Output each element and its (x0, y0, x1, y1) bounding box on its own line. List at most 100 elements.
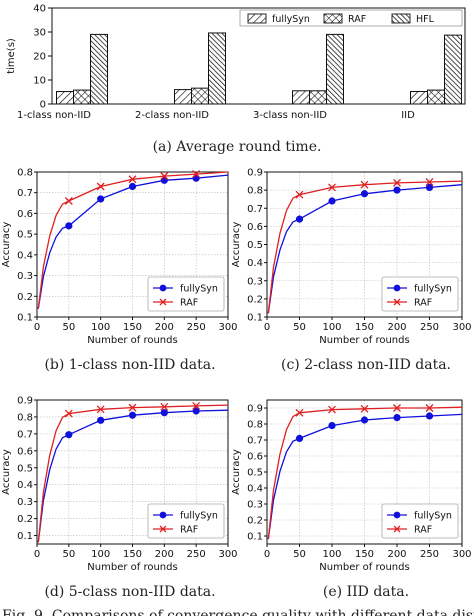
x-axis-label: Number of rounds (87, 562, 177, 573)
y-tick-label: 0.6 (247, 452, 263, 463)
point-fullySyn (192, 407, 200, 415)
legend-label: fullySyn (180, 511, 218, 522)
y-tick-label: 0.7 (17, 188, 33, 199)
point-RAF (160, 402, 169, 411)
bar-fullySyn (174, 89, 192, 105)
legend-swatch (247, 13, 267, 24)
y-tick-label: 0.3 (17, 497, 33, 508)
point-RAF (425, 178, 434, 186)
legend-label: RAF (180, 525, 198, 536)
point-RAF (360, 404, 369, 413)
y-tick-label: 0.4 (17, 480, 33, 491)
point-fullySyn (393, 414, 401, 422)
bar-HFL (90, 33, 108, 105)
point-RAF (96, 405, 105, 414)
caption-a: (a) Average round time. (153, 139, 322, 155)
point-fullySyn (128, 411, 137, 419)
x-tick-label: 150 (123, 322, 142, 333)
point-fullySyn (328, 197, 336, 205)
point-fullySyn (295, 434, 304, 442)
x-tick-label: 100 (91, 549, 110, 560)
x-tick-label: 300 (218, 549, 237, 560)
x-tick-label: 3-class non-IID (253, 110, 327, 121)
point-RAF (96, 182, 105, 191)
point-RAF (128, 175, 137, 184)
y-tick-label: 20 (33, 52, 46, 63)
x-tick-label: 200 (387, 549, 406, 560)
legend-label: fullySyn (414, 511, 452, 522)
caption-d: (d) 5-class non-IID data. (44, 584, 215, 600)
point-RAF (192, 170, 201, 179)
y-tick-label: 0.1 (247, 532, 263, 543)
legend-marker (159, 525, 167, 533)
y-tick-label: 0.1 (17, 313, 33, 324)
y-tick-label: 0.8 (247, 420, 263, 431)
point-RAF (64, 197, 73, 205)
point-fullySyn (425, 412, 434, 420)
bar-fullySyn (56, 91, 74, 105)
y-axis-label: Accuracy (231, 449, 242, 495)
y-tick-label: 0.7 (17, 429, 33, 440)
x-tick-label: 50 (293, 322, 306, 333)
legend-label: RAF (414, 525, 432, 536)
legend-label: fullySyn (272, 14, 310, 25)
point-fullySyn (360, 416, 369, 424)
x-tick-label: 200 (387, 322, 406, 333)
bar-RAF (309, 90, 327, 105)
x-tick-label: 1-class non-IID (17, 110, 91, 121)
y-tick-label: 0.6 (17, 446, 33, 457)
point-fullySyn (128, 182, 137, 191)
legend-label: RAF (414, 298, 432, 309)
x-tick-label: IID (401, 110, 415, 121)
line-chart-1: 0 50 100 150 200 250 300 0.1 0.2 0.3 0.4 0.5 0.6 0.7 0… (1, 168, 238, 347)
bar-HFL (444, 34, 462, 105)
caption-e: (e) IID data. (323, 584, 409, 600)
bar-chart: 0 10 20 30 40 time(s) 1-class non-IID 2-class n… (6, 4, 466, 121)
point-RAF (192, 401, 201, 410)
y-axis-label: Accuracy (1, 222, 12, 268)
legend-marker (159, 511, 167, 519)
point-RAF (328, 405, 336, 414)
y-tick-label: 0.5 (17, 230, 33, 241)
y-tick-label: 0.3 (247, 276, 263, 287)
y-tick-label: 10 (33, 76, 46, 87)
figure-caption: Fig. 9. Comparisons of convergence quali… (2, 608, 474, 616)
y-tick-label: 0.8 (17, 168, 33, 179)
y-tick-label: 0.9 (247, 404, 263, 415)
y-tick-label: 0.4 (247, 484, 263, 495)
bar-fullySyn (410, 91, 428, 105)
x-tick-label: 100 (322, 322, 341, 333)
point-fullySyn (65, 431, 73, 439)
x-tick-label: 250 (420, 549, 439, 560)
y-tick-label: 0.6 (247, 222, 263, 233)
legend-label: fullySyn (180, 284, 218, 295)
caption-b: (b) 1-class non-IID data. (44, 357, 215, 373)
x-tick-label: 150 (355, 322, 374, 333)
x-tick-label: 2-class non-IID (135, 110, 209, 121)
y-axis-label: time(s) (6, 38, 17, 74)
y-tick-label: 0.6 (17, 209, 33, 220)
x-tick-label: 150 (123, 549, 142, 560)
y-tick-label: 0.2 (17, 292, 33, 303)
bar-RAF (191, 87, 209, 105)
point-RAF (328, 183, 336, 192)
x-tick-label: 0 (34, 322, 40, 333)
legend-swatch (323, 13, 343, 24)
legend-marker (159, 284, 167, 292)
x-tick-label: 0 (34, 549, 40, 560)
x-tick-label: 50 (62, 322, 75, 333)
point-fullySyn (97, 416, 105, 424)
x-axis-label: Number of rounds (319, 562, 409, 573)
x-tick-label: 250 (420, 322, 439, 333)
legend-marker (393, 525, 401, 533)
x-tick-label: 50 (62, 549, 75, 560)
y-axis-label: Accuracy (1, 449, 12, 495)
bar-RAF (73, 89, 91, 105)
point-fullySyn (328, 422, 336, 430)
legend-marker (393, 511, 401, 519)
x-tick-label: 100 (322, 549, 341, 560)
legend-label: fullySyn (414, 284, 452, 295)
bar-HFL (208, 32, 226, 105)
y-tick-label: 0.8 (247, 186, 263, 197)
legend-label: RAF (348, 14, 366, 25)
